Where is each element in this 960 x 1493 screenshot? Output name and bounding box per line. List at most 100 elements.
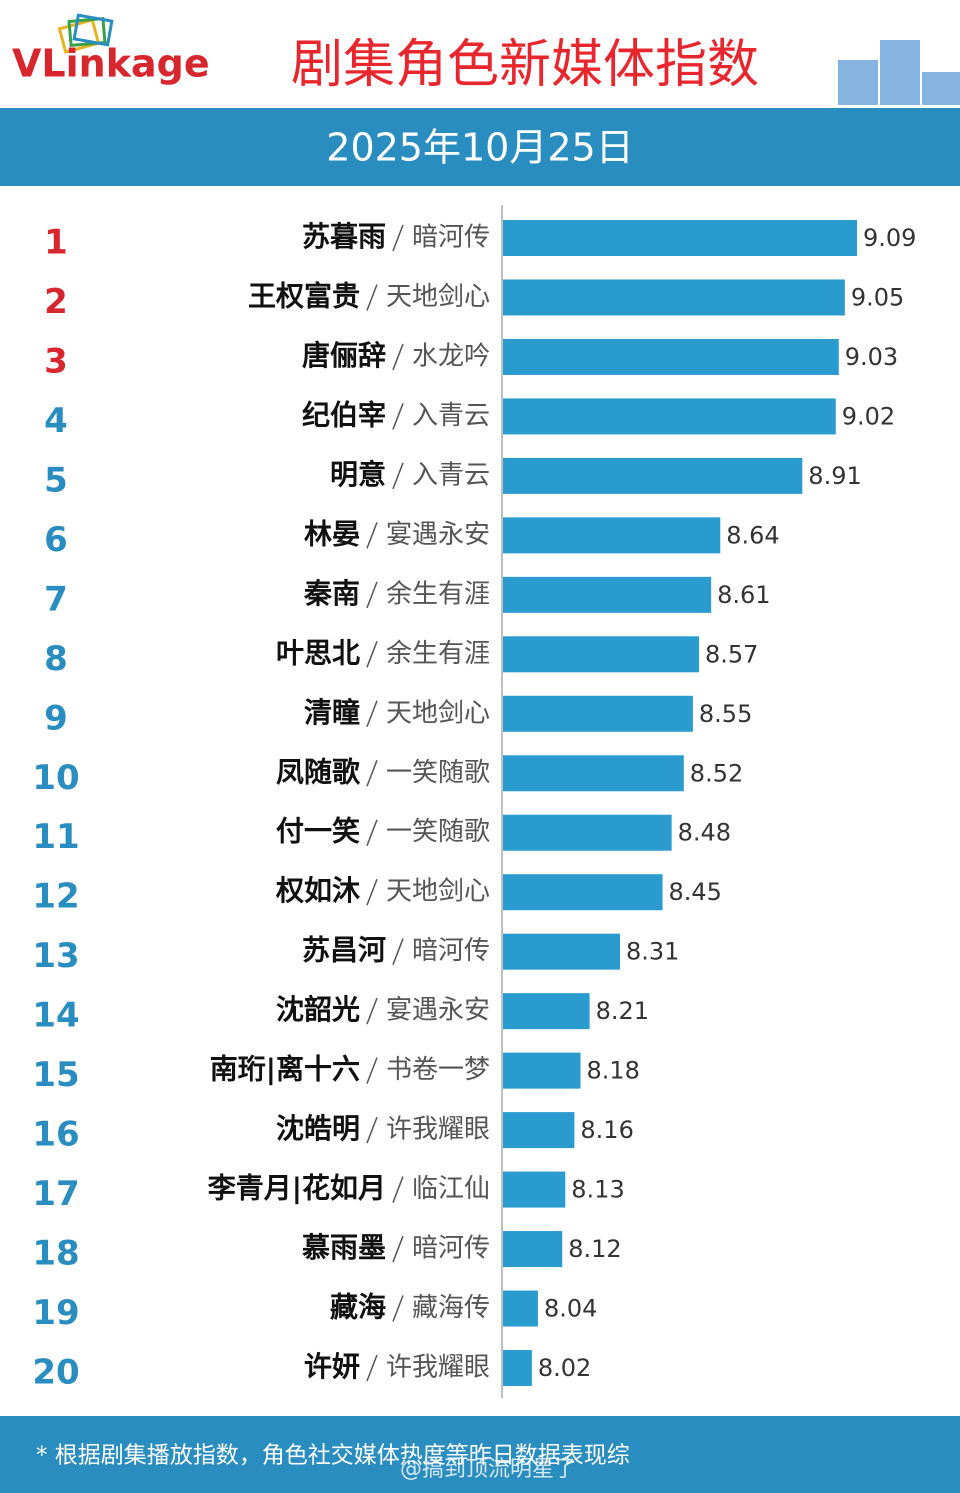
- rank: 15: [32, 1055, 79, 1095]
- logo: VLinkage: [12, 42, 210, 86]
- character-name: 明意: [330, 458, 386, 491]
- separator: [392, 938, 404, 965]
- bar: [503, 636, 699, 673]
- value-label: 9.03: [845, 343, 898, 371]
- character-name: 清瞳: [304, 696, 360, 729]
- separator: [366, 759, 378, 787]
- rank: 16: [32, 1115, 79, 1155]
- bar: [503, 874, 663, 911]
- value-label: 8.64: [726, 521, 779, 549]
- separator: [366, 700, 378, 728]
- value-label: 8.57: [705, 640, 758, 668]
- separator: [392, 403, 404, 430]
- value-label: 9.09: [863, 224, 916, 252]
- drama: 天地剑心: [386, 698, 490, 728]
- value-label: 8.04: [544, 1295, 597, 1323]
- bar: [503, 933, 620, 970]
- drama: 入青云: [412, 401, 490, 431]
- rank: 14: [32, 996, 79, 1036]
- title: 剧集角色新媒体指数: [291, 35, 759, 95]
- drama: 水龙吟: [412, 341, 490, 371]
- character-name: 沈韶光: [276, 993, 360, 1026]
- bar: [503, 1171, 566, 1208]
- separator: [366, 581, 378, 609]
- bar: [503, 457, 803, 494]
- value-label: 8.61: [717, 581, 770, 609]
- bar: [503, 695, 693, 732]
- bar: [503, 1231, 563, 1268]
- separator: [392, 343, 404, 371]
- bar: [503, 1350, 532, 1386]
- bar: [503, 338, 839, 375]
- separator: [366, 284, 378, 311]
- rank: 5: [44, 460, 68, 500]
- rank: 7: [44, 579, 68, 619]
- drama: 临江仙: [412, 1174, 490, 1204]
- value-label: 8.91: [808, 462, 861, 490]
- rank: 1: [44, 223, 68, 263]
- character-name: 李青月|花如月: [208, 1172, 386, 1205]
- bar: [503, 517, 721, 554]
- value-label: 8.13: [571, 1176, 624, 1204]
- drama: 藏海传: [412, 1293, 490, 1323]
- bar: [503, 576, 712, 613]
- rank: 13: [32, 936, 79, 976]
- character-name: 秦南: [303, 577, 360, 610]
- rank: 6: [44, 520, 68, 560]
- separator: [366, 641, 378, 668]
- value-label: 8.12: [568, 1235, 621, 1263]
- separator: [366, 1116, 378, 1144]
- bar: [503, 1052, 581, 1089]
- rank: 2: [44, 282, 68, 322]
- rank: 19: [32, 1293, 79, 1333]
- rank: 10: [32, 758, 79, 798]
- rank: 18: [32, 1234, 79, 1274]
- rank: 3: [44, 341, 68, 381]
- bar: [503, 755, 684, 792]
- footer-note: * 根据剧集播放指数，角色社交媒体热度等昨日数据表现综: [36, 1443, 630, 1469]
- character-name: 纪伯宰: [302, 398, 386, 431]
- drama: 许我耀眼: [386, 1353, 490, 1383]
- drama: 一笑随歌: [386, 758, 490, 788]
- drama: 一笑随歌: [386, 817, 490, 847]
- value-label: 8.02: [538, 1354, 591, 1382]
- character-name: 苏暮雨: [302, 220, 386, 253]
- drama: 宴遇永安: [386, 520, 490, 550]
- value-label: 8.52: [690, 759, 743, 787]
- bar: [503, 993, 590, 1030]
- bar: [503, 279, 845, 316]
- drama: 余生有涯: [386, 579, 490, 609]
- character-name: 唐俪辞: [302, 339, 386, 372]
- separator: [366, 1057, 378, 1084]
- value-label: 8.16: [580, 1116, 633, 1144]
- character-name: 凤随歌: [276, 755, 361, 788]
- value-label: 8.45: [669, 878, 722, 906]
- separator: [366, 997, 378, 1025]
- bar: [503, 814, 672, 851]
- character-name: 林晏: [304, 517, 360, 550]
- separator: [392, 1235, 404, 1263]
- separator: [392, 462, 404, 490]
- value-label: 8.55: [699, 700, 752, 728]
- value-label: 8.18: [586, 1057, 639, 1085]
- drama: 书卷一梦: [386, 1055, 490, 1085]
- drama: 天地剑心: [386, 282, 490, 312]
- separator: [392, 224, 404, 252]
- drama: 天地剑心: [386, 877, 490, 907]
- character-name: 许妍: [304, 1350, 360, 1383]
- drama: 暗河传: [412, 223, 490, 253]
- drama: 许我耀眼: [386, 1115, 490, 1145]
- rank: 12: [32, 877, 79, 917]
- rank: 9: [44, 698, 68, 738]
- drama: 宴遇永安: [386, 996, 490, 1026]
- date: 2025年10月25日: [326, 126, 633, 170]
- separator: [392, 1295, 404, 1322]
- rank: 11: [32, 817, 79, 857]
- value-label: 8.31: [626, 938, 679, 966]
- character-name: 藏海: [330, 1291, 386, 1324]
- character-name: 慕雨墨: [302, 1231, 386, 1264]
- value-label: 8.21: [596, 997, 649, 1025]
- bar: [503, 1112, 575, 1149]
- character-name: 苏昌河: [302, 934, 386, 967]
